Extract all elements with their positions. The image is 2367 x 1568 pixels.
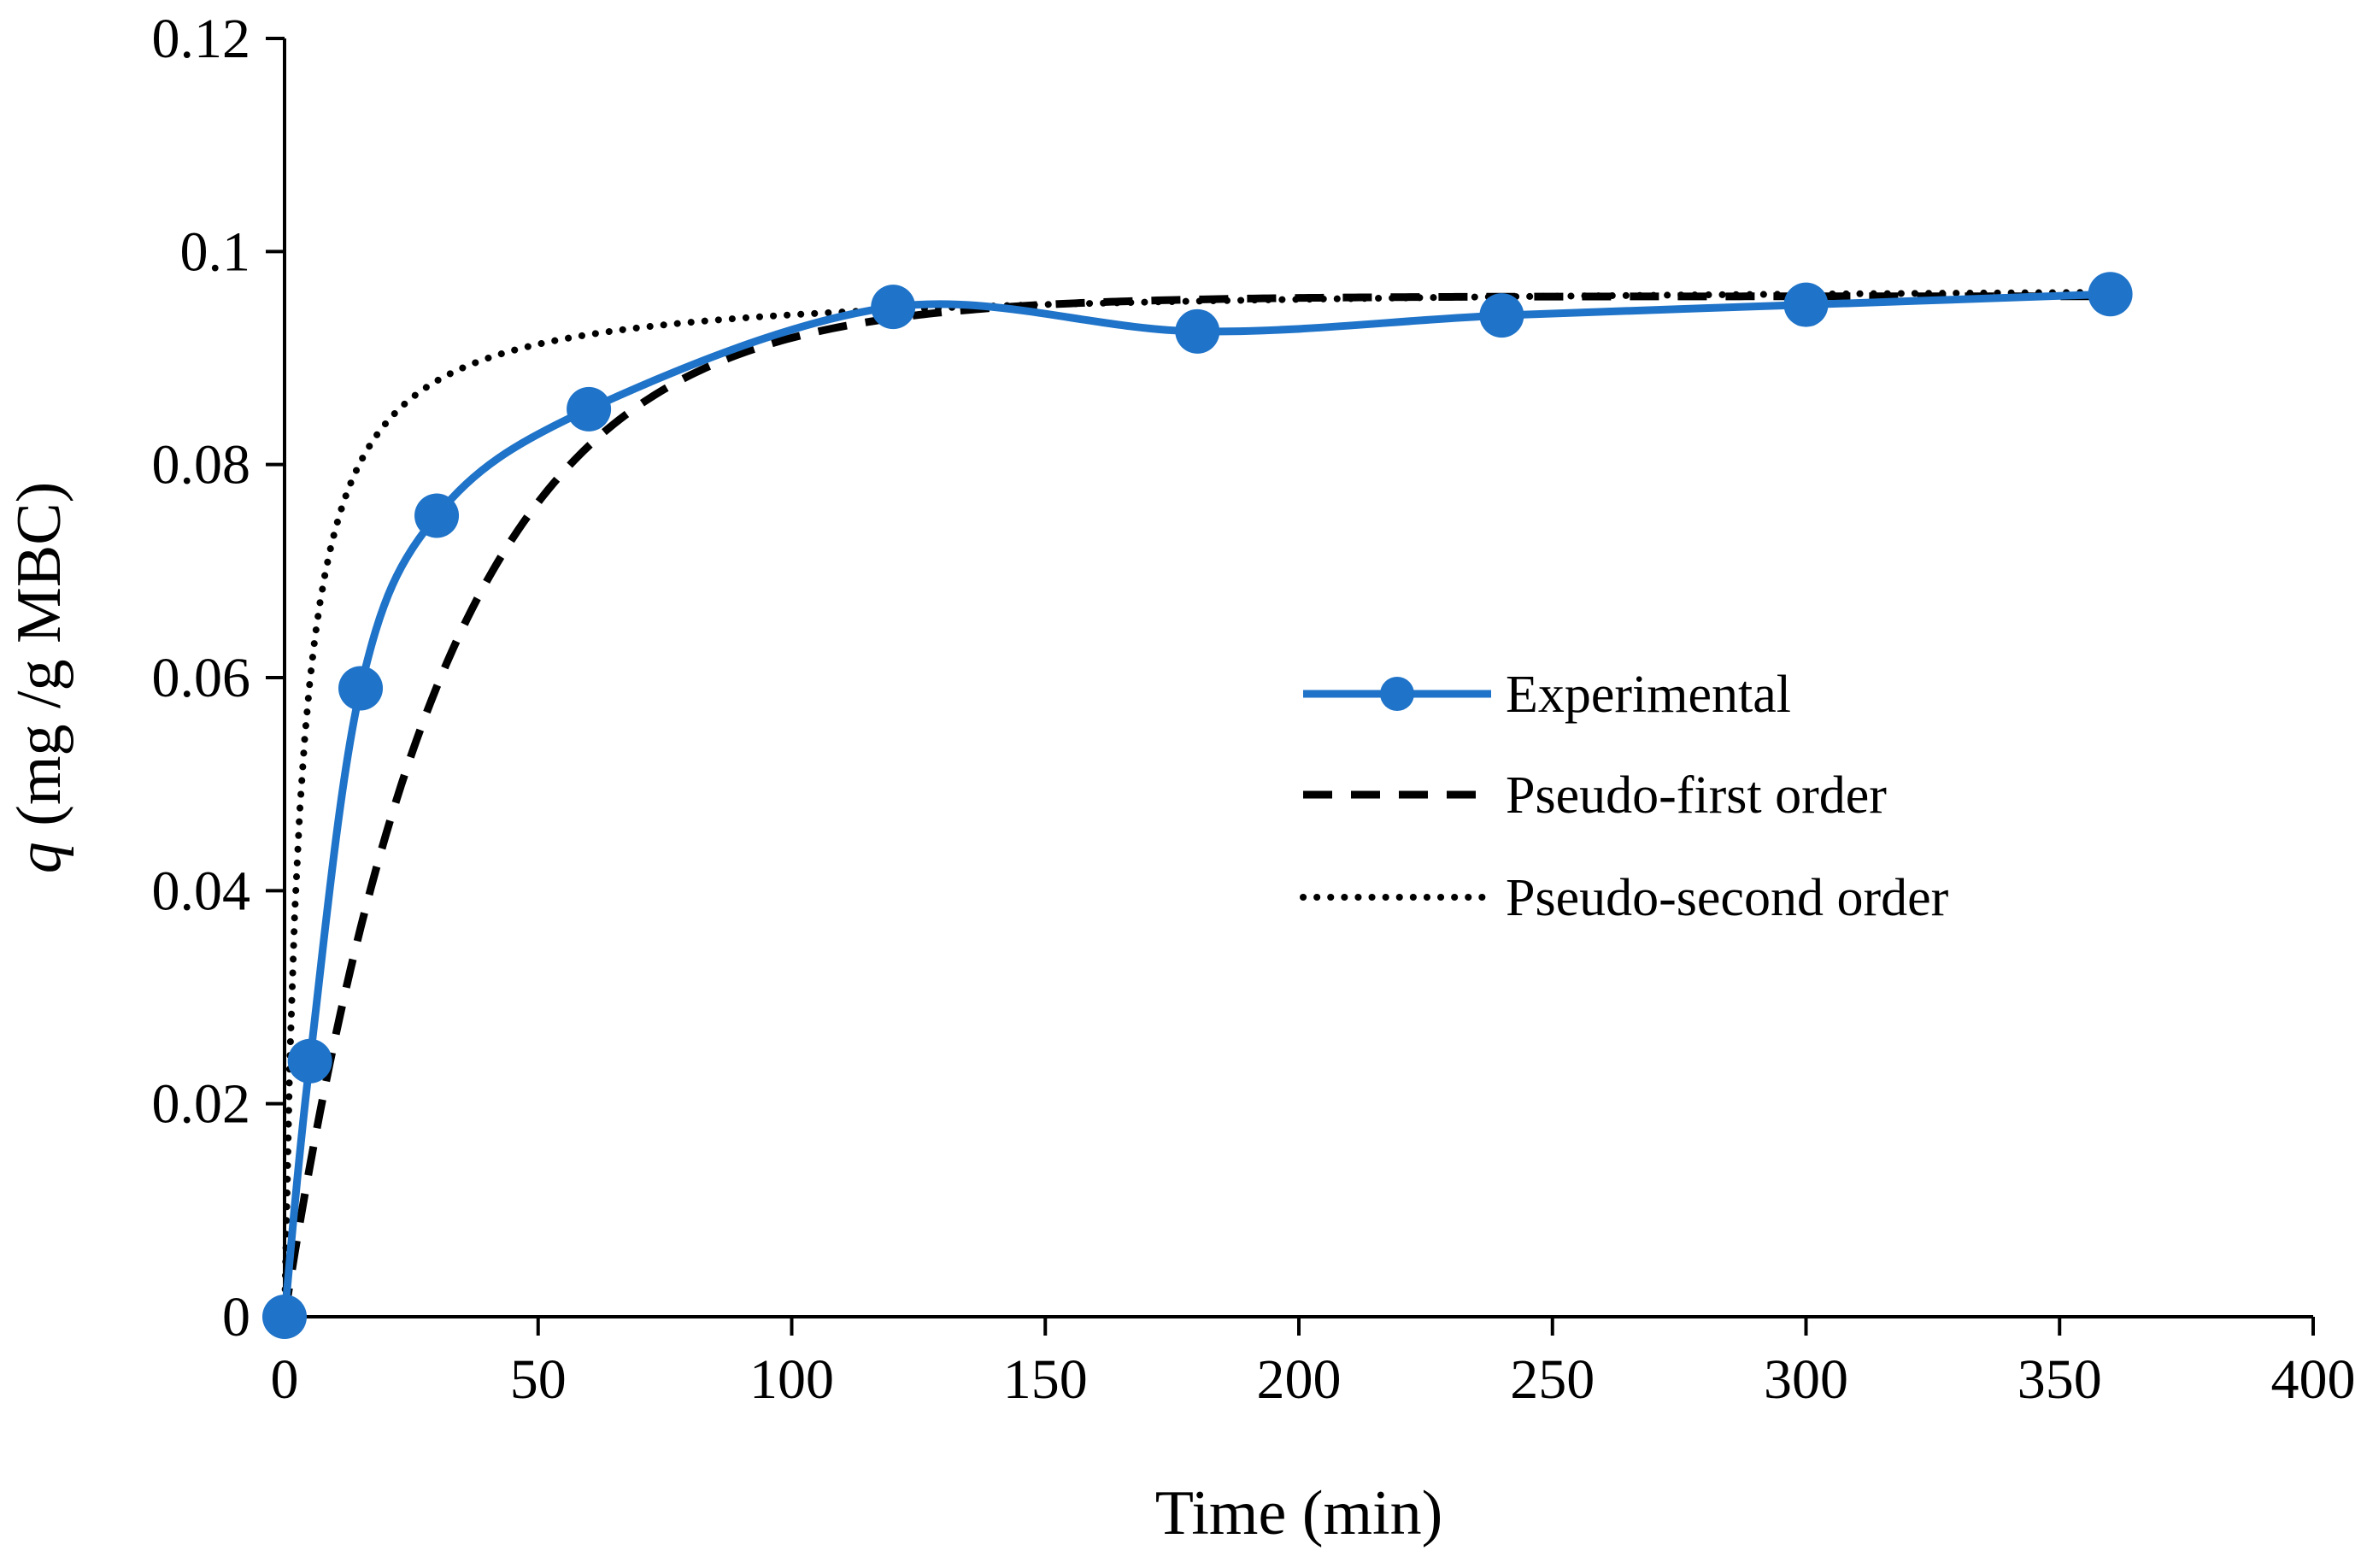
- y-tick-label: 0.02: [152, 1073, 251, 1136]
- y-axis-units: (mg /g MBC): [4, 482, 74, 842]
- data-point-experimental: [414, 493, 460, 538]
- x-tick-label: 50: [510, 1348, 567, 1411]
- legend-item-pseudo-first-order: Pseudo-first order: [1303, 766, 1887, 825]
- legend: Experimental Pseudo-first order Pseudo-s…: [1300, 666, 1949, 927]
- legend-item-pseudo-second-order: Pseudo-second order: [1300, 869, 1949, 927]
- y-ticks: 0 0.02 0.04 0.06 0.08 0.1 0.12: [152, 8, 285, 1348]
- data-point-experimental: [1479, 293, 1524, 338]
- data-point-experimental: [1783, 282, 1829, 327]
- y-tick-label: 0.06: [152, 647, 251, 709]
- y-tick-label: 0.04: [152, 860, 251, 922]
- x-tick-label: 400: [2271, 1348, 2356, 1411]
- legend-item-experimental: Experimental: [1303, 666, 1791, 724]
- series-line-pseudo-first-order: [280, 292, 2111, 1318]
- legend-label-pseudo-second-order: Pseudo-second order: [1506, 869, 1949, 927]
- axes: [283, 38, 2313, 1318]
- y-tick-label: 0.12: [152, 8, 251, 70]
- x-tick-label: 150: [1003, 1348, 1088, 1411]
- y-tick-label: 0.1: [180, 220, 251, 283]
- y-tick-label: 0.08: [152, 434, 251, 496]
- x-axis-title: Time (min): [1155, 1478, 1442, 1548]
- x-ticks: 0 50 100 150 200 250 300 350 400: [271, 1317, 2356, 1411]
- plot-area: [262, 272, 2133, 1339]
- data-point-experimental: [871, 285, 916, 330]
- series-line-experimental: [280, 290, 2111, 1318]
- y-tick-label: 0: [222, 1286, 250, 1348]
- x-tick-label: 0: [271, 1348, 299, 1411]
- x-tick-label: 100: [749, 1348, 834, 1411]
- x-tick-label: 200: [1257, 1348, 1342, 1411]
- legend-label-pseudo-first-order: Pseudo-first order: [1506, 766, 1887, 825]
- legend-label-experimental: Experimental: [1506, 666, 1791, 724]
- x-tick-label: 250: [1510, 1348, 1595, 1411]
- y-axis-variable: q: [4, 842, 74, 873]
- data-point-experimental: [1175, 308, 1220, 354]
- data-point-experimental: [262, 1295, 307, 1339]
- x-tick-label: 300: [1764, 1348, 1848, 1411]
- data-point-experimental: [287, 1038, 332, 1084]
- data-point-experimental: [2088, 272, 2133, 317]
- legend-marker-experimental: [1380, 677, 1414, 711]
- data-point-experimental: [567, 386, 612, 432]
- data-point-experimental: [338, 666, 384, 711]
- x-tick-label: 350: [2018, 1348, 2102, 1411]
- y-axis-title: q (mg /g MBC): [4, 482, 74, 873]
